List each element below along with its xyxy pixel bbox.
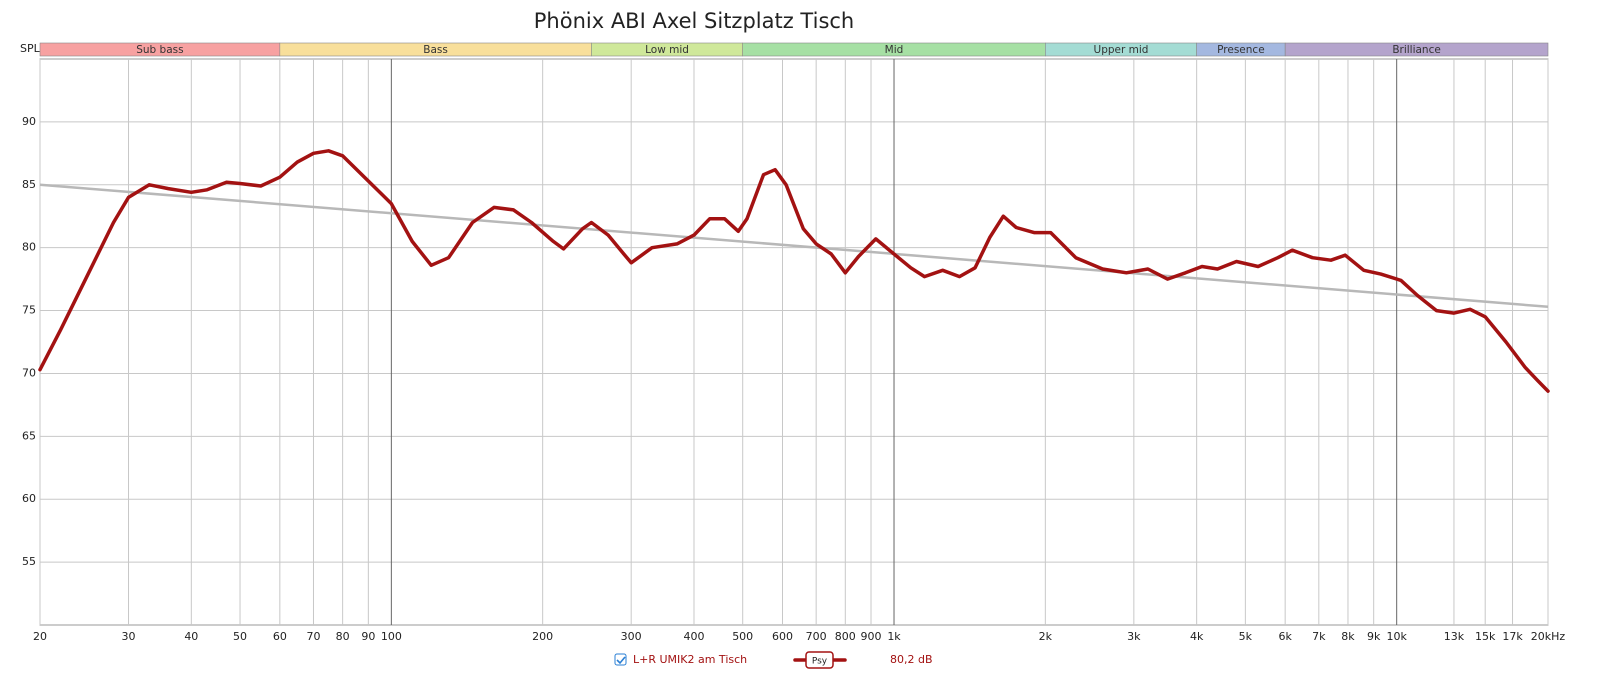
legend-check	[616, 656, 626, 665]
legend-tag: Psy	[812, 657, 828, 667]
x-tick-label: 4k	[1190, 630, 1204, 643]
x-tick-label: 900	[861, 630, 882, 643]
legend-tag-box	[805, 651, 834, 669]
chart-title: Phönix ABI Axel Sitzplatz Tisch	[534, 9, 855, 33]
band-label: Brilliance	[1392, 44, 1441, 56]
x-tick-label: 100	[381, 630, 402, 643]
x-tick-label: 50	[233, 630, 247, 643]
x-tick-label: 10k	[1386, 630, 1407, 643]
x-tick-label: 30	[122, 630, 136, 643]
band-label: Low mid	[645, 44, 689, 56]
x-tick-label: 20	[33, 630, 47, 643]
band-label: Sub bass	[136, 44, 183, 56]
legend-label: L+R UMIK2 am Tisch	[633, 653, 747, 666]
x-tick-label: 600	[772, 630, 793, 643]
x-tick-label: 15k	[1475, 630, 1496, 643]
x-tick-label: 1k	[887, 630, 901, 643]
x-tick-label: 7k	[1312, 630, 1326, 643]
band-label: Presence	[1217, 44, 1265, 56]
trend-line	[39, 183, 1549, 309]
x-tick-label: 500	[732, 630, 753, 643]
legend-reading: 80,2 dB	[890, 653, 933, 666]
y-tick-label: 70	[22, 366, 36, 379]
y-tick-label: 60	[22, 492, 36, 505]
x-tick-label: 70	[306, 630, 320, 643]
x-tick-label: 17k	[1502, 630, 1523, 643]
y-axis-label: SPL	[20, 42, 41, 55]
y-tick-label: 85	[22, 178, 36, 191]
x-tick-label: 60	[273, 630, 287, 643]
x-tick-label: 13k	[1444, 630, 1465, 643]
band-label: Upper mid	[1094, 44, 1149, 56]
x-tick-label: 5k	[1239, 630, 1253, 643]
x-tick-label: 200	[532, 630, 553, 643]
x-tick-label: 90	[361, 630, 375, 643]
x-tick-label: 40	[184, 630, 198, 643]
band-label: Mid	[885, 44, 904, 56]
x-tick-label: 800	[835, 630, 856, 643]
x-tick-label: 8k	[1341, 630, 1355, 643]
band	[1284, 42, 1549, 57]
x-tick-label: 700	[806, 630, 827, 643]
x-tick-label: 20kHz	[1531, 630, 1566, 643]
y-tick-label: 80	[22, 241, 36, 254]
series-line	[38, 149, 1550, 393]
x-tick-label: 9k	[1367, 630, 1381, 643]
x-tick-label: 80	[336, 630, 350, 643]
x-tick-label: 400	[683, 630, 704, 643]
x-tick-label: 300	[621, 630, 642, 643]
y-tick-label: 75	[22, 304, 36, 317]
band-label: Bass	[423, 44, 448, 56]
legend-checkbox[interactable]	[614, 653, 627, 666]
y-tick-label: 65	[22, 429, 36, 442]
x-tick-label: 2k	[1039, 630, 1053, 643]
x-tick-label: 3k	[1127, 630, 1141, 643]
y-tick-label: 90	[22, 115, 36, 128]
x-tick-label: 6k	[1278, 630, 1292, 643]
y-tick-label: 55	[22, 555, 36, 568]
